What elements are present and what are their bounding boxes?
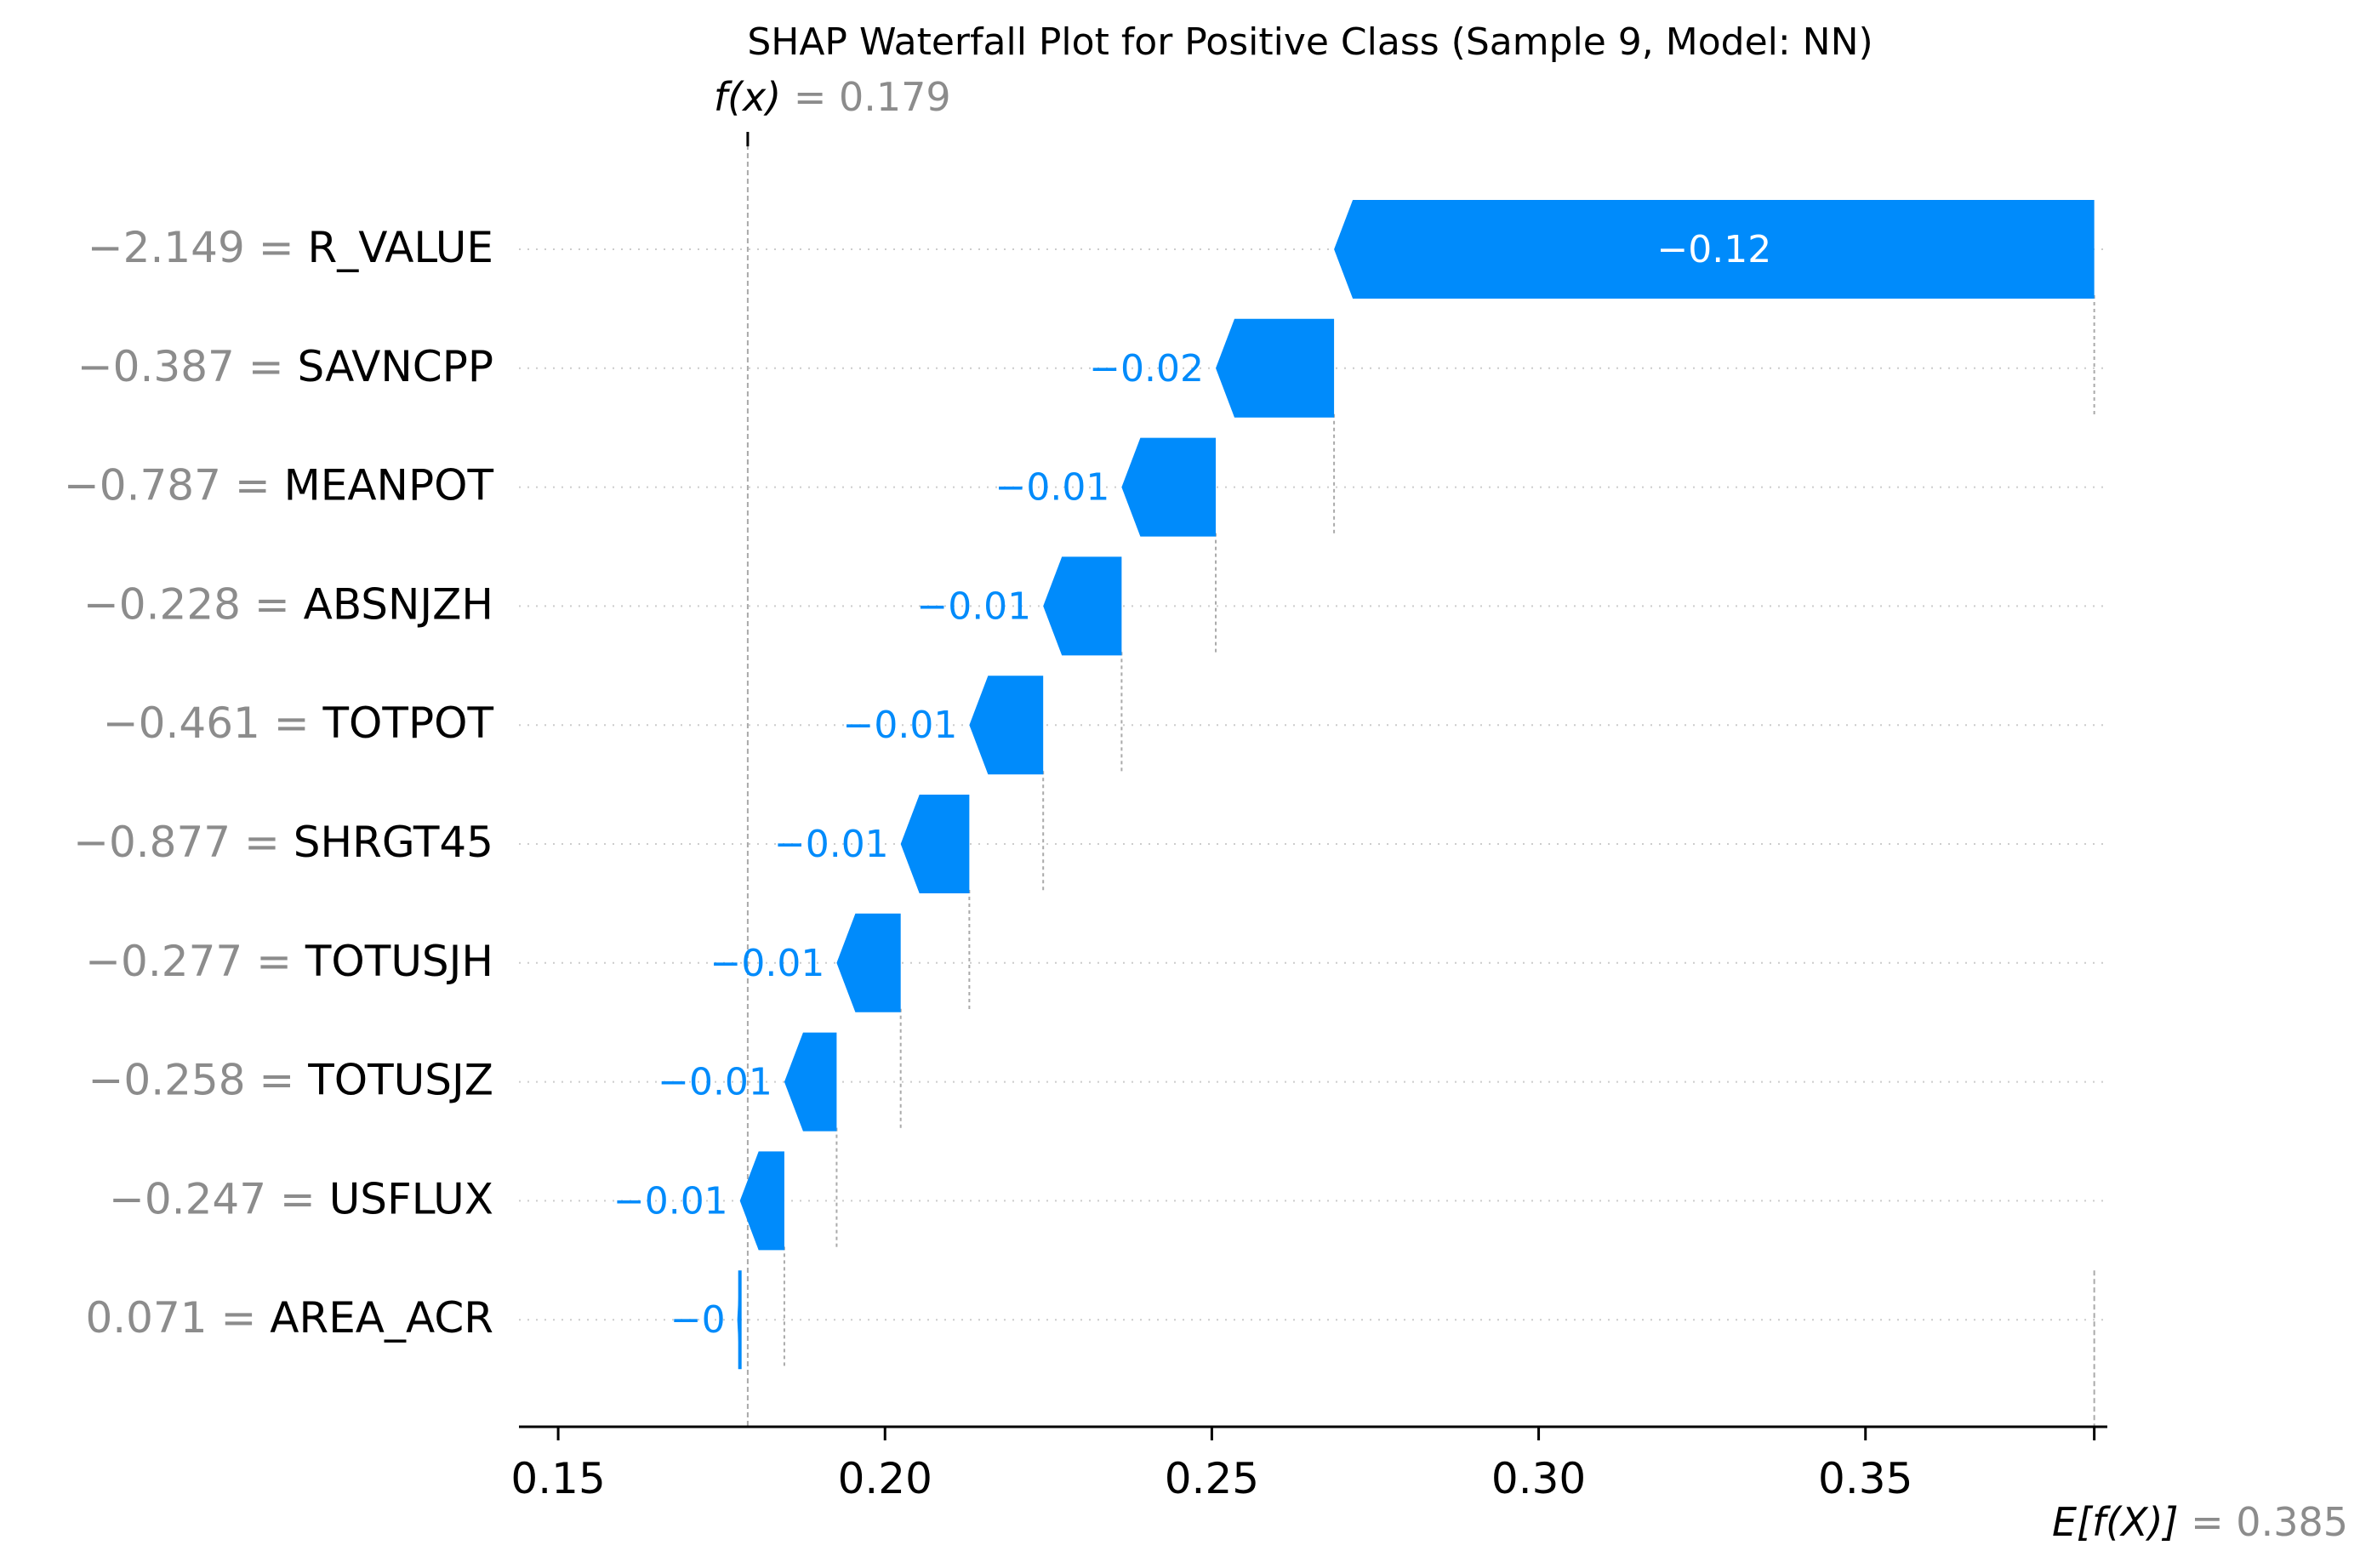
feature-value-r-value: −2.149 = [88,223,308,272]
shap-value-label-totusjz: −0.01 [658,1061,772,1104]
shap-value-label-r-value: −0.12 [1656,228,1771,271]
feature-value-meanpot: −0.787 = [64,461,284,510]
feature-name-savncpp: SAVNCPP [298,342,494,391]
feature-label-area-acr: 0.071 = AREA_ACR [85,1293,493,1343]
feature-value-shrgt45: −0.877 = [73,818,294,867]
waterfall-bars: −0.12 −0.02 −0.01 −0.01 −0.01 −0.01 −0.01 −0.01… [613,200,2095,1369]
feature-label-totusjz: −0.258 = TOTUSJZ [88,1056,494,1105]
feature-name-shrgt45: SHRGT45 [294,818,493,867]
shap-value-label-area-acr: −0 [670,1298,726,1342]
x-tick-label: 0.25 [1165,1454,1259,1503]
x-axis: 0.15 0.20 0.25 0.30 0.35 [510,1427,2107,1503]
feature-name-area-acr: AREA_ACR [270,1293,493,1343]
reference-lines [748,132,2095,1427]
bar-totusjh [836,914,900,1012]
bar-shrgt45 [901,795,970,893]
shap-value-label-absnjzh: −0.01 [916,584,1031,628]
feature-labels: −2.149 = R_VALUE −0.387 = SAVNCPP −0.787 =… [64,223,494,1343]
x-tick-label: 0.20 [838,1454,932,1503]
bar-totpot [969,676,1043,774]
bar-meanpot [1121,438,1216,537]
chart-title: SHAP Waterfall Plot for Positive Class (… [747,20,1873,64]
efx-annotation-value: = 0.385 [2179,1499,2348,1545]
shap-value-label-usflux: −0.01 [613,1179,728,1223]
feature-label-meanpot: −0.787 = MEANPOT [64,461,494,510]
efx-annotation: E[f(X)] = 0.385 [2052,1499,2348,1545]
feature-value-area-acr: 0.071 = [85,1293,270,1343]
fx-annotation-name: f(x) [714,74,781,120]
bar-usflux [740,1151,784,1250]
feature-label-totusjh: −0.277 = TOTUSJH [85,937,493,986]
feature-name-r-value: R_VALUE [307,223,493,272]
efx-annotation-name: E[f(X)] [2052,1499,2179,1545]
x-tick-label: 0.15 [510,1454,605,1503]
shap-value-label-totusjh: −0.01 [710,942,825,985]
x-tick-label: 0.30 [1491,1454,1586,1503]
feature-value-absnjzh: −0.228 = [83,579,304,629]
feature-label-absnjzh: −0.228 = ABSNJZH [83,579,493,629]
feature-label-savncpp: −0.387 = SAVNCPP [77,342,493,391]
feature-value-savncpp: −0.387 = [77,342,298,391]
feature-label-totpot: −0.461 = TOTPOT [103,698,494,748]
fx-annotation-value: = 0.179 [781,74,950,120]
shap-value-label-totpot: −0.01 [843,704,958,747]
feature-name-meanpot: MEANPOT [284,461,494,510]
feature-value-usflux: −0.247 = [109,1174,329,1223]
shap-value-label-shrgt45: −0.01 [774,823,889,866]
feature-name-totusjz: TOTUSJZ [307,1056,493,1105]
feature-label-r-value: −2.149 = R_VALUE [88,223,493,272]
fx-annotation: f(x) = 0.179 [714,74,951,120]
feature-label-shrgt45: −0.877 = SHRGT45 [73,818,493,867]
shap-value-label-meanpot: −0.01 [995,466,1110,510]
feature-name-usflux: USFLUX [329,1174,493,1223]
feature-value-totpot: −0.461 = [103,698,323,748]
feature-label-usflux: −0.247 = USFLUX [109,1174,493,1223]
shap-value-label-savncpp: −0.02 [1089,347,1204,391]
feature-name-totusjh: TOTUSJH [305,937,493,986]
bar-savncpp [1216,319,1334,418]
feature-name-totpot: TOTPOT [322,698,494,748]
feature-name-absnjzh: ABSNJZH [304,579,493,629]
feature-value-totusjh: −0.277 = [85,937,305,986]
x-tick-label: 0.35 [1818,1454,1913,1503]
bar-totusjz [784,1033,836,1132]
feature-value-totusjz: −0.258 = [88,1056,309,1105]
bar-absnjzh [1043,556,1121,655]
